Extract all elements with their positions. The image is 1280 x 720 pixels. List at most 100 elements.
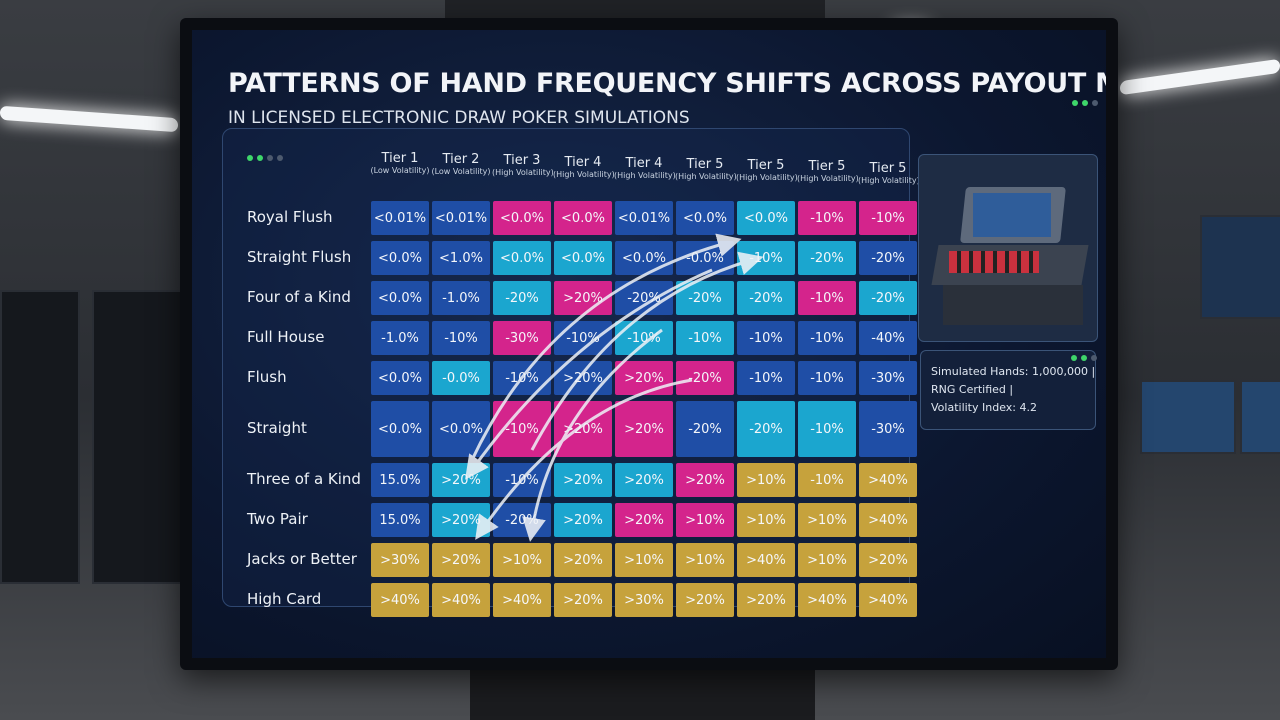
matrix-cell: >40%: [737, 543, 795, 577]
matrix-cell: -30%: [493, 321, 551, 355]
matrix-cell: >40%: [493, 583, 551, 617]
matrix-cell: >30%: [371, 543, 429, 577]
matrix-cell: 15.0%: [371, 503, 429, 537]
column-header: Tier 5 (High Volatility): [736, 158, 798, 183]
tier-note: (High Volatility): [797, 174, 859, 184]
tier-note: (High Volatility): [553, 169, 615, 179]
matrix-cell: >20%: [615, 361, 673, 395]
matrix-cell: <0.01%: [615, 201, 673, 235]
matrix-cell: >40%: [432, 583, 490, 617]
matrix-cell: -10%: [798, 201, 856, 235]
matrix-cell: -10%: [798, 401, 856, 457]
matrix-cell: >20%: [432, 543, 490, 577]
matrix-cell: <0.0%: [737, 201, 795, 235]
row-label: Two Pair: [247, 510, 308, 528]
row-label: Straight Flush: [247, 248, 352, 266]
tier-name: Tier 5: [808, 159, 846, 175]
column-header: Tier 1 (Low Volatility): [370, 151, 430, 175]
matrix-cell: <0.0%: [554, 241, 612, 275]
column-header: Tier 2 (Low Volatility): [431, 152, 491, 176]
matrix-cell: >40%: [859, 583, 917, 617]
matrix-cell: >40%: [371, 583, 429, 617]
matrix-cell: <0.0%: [615, 241, 673, 275]
matrix-cell: -10%: [676, 321, 734, 355]
matrix-cell: -20%: [493, 281, 551, 315]
matrix-cell: -10%: [737, 321, 795, 355]
tier-name: Tier 2: [442, 152, 480, 168]
matrix-cell: <0.0%: [371, 361, 429, 395]
tier-note: (High Volatility): [492, 168, 554, 178]
matrix-cell: 15.0%: [371, 463, 429, 497]
matrix-cell: -10%: [798, 321, 856, 355]
matrix-cell: >10%: [676, 503, 734, 537]
matrix-cell: <0.0%: [432, 401, 490, 457]
tier-name: Tier 1: [381, 151, 419, 166]
matrix-cell: >20%: [676, 463, 734, 497]
matrix-cell: >20%: [859, 543, 917, 577]
matrix-cell: -10%: [737, 361, 795, 395]
matrix-cell: >10%: [676, 543, 734, 577]
desk-monitor: [1240, 380, 1280, 454]
tier-name: Tier 5: [747, 158, 785, 174]
matrix-cell: <0.0%: [554, 201, 612, 235]
info-line: RNG Certified |: [931, 383, 1014, 396]
matrix-cell: <0.0%: [371, 281, 429, 315]
matrix-cell: >20%: [554, 401, 612, 457]
matrix-cell: <0.0%: [371, 401, 429, 457]
column-header: Tier 5 (High Volatility): [797, 159, 859, 184]
matrix-cell: <0.0%: [371, 241, 429, 275]
row-label: Four of a Kind: [247, 288, 351, 306]
matrix-cell: -1.0%: [432, 281, 490, 315]
matrix-cell: -0.0%: [432, 361, 490, 395]
matrix-cell: -10%: [798, 463, 856, 497]
arrow: [465, 268, 713, 480]
arrow: [475, 378, 693, 540]
matrix-cell: <0.0%: [493, 201, 551, 235]
matrix-cell: >20%: [737, 583, 795, 617]
tier-note: (Low Volatility): [370, 166, 430, 175]
matrix-cell: >30%: [615, 583, 673, 617]
column-header: Tier 4 (High Volatility): [614, 155, 676, 180]
machine-screen: [973, 193, 1051, 237]
title: PATTERNS OF HAND FREQUENCY SHIFTS ACROSS…: [228, 68, 1106, 99]
tier-name: Tier 5: [686, 157, 724, 172]
matrix-cell: >20%: [615, 401, 673, 457]
column-header: Tier 4 (High Volatility): [553, 154, 615, 179]
column-header: Tier 5 (High Volatility): [858, 161, 920, 185]
matrix-cell: -20%: [737, 401, 795, 457]
matrix-cell: <0.0%: [676, 201, 734, 235]
matrix-cell: -30%: [859, 361, 917, 395]
tier-name: Tier 4: [564, 154, 602, 170]
matrix-cell: <1.0%: [432, 241, 490, 275]
matrix-cell: -10%: [432, 321, 490, 355]
matrix-cell: <0.0%: [493, 241, 551, 275]
monitor: PATTERNS OF HAND FREQUENCY SHIFTS ACROSS…: [180, 18, 1118, 670]
matrix-cell: >10%: [615, 543, 673, 577]
matrix-cell: >40%: [859, 463, 917, 497]
row-label: High Card: [247, 590, 322, 608]
matrix-panel: Tier 1 (Low Volatility) Tier 2 (Low Volatil…: [222, 128, 920, 617]
matrix-cell: >10%: [737, 463, 795, 497]
monitor-stand: [470, 660, 815, 720]
desk-monitor: [1140, 380, 1236, 454]
matrix-cell: -30%: [859, 401, 917, 457]
matrix-cell: >20%: [554, 583, 612, 617]
row-label: Full House: [247, 328, 325, 346]
matrix-cell: >20%: [615, 503, 673, 537]
tier-name: Tier 3: [503, 153, 541, 169]
matrix-cell: >20%: [554, 281, 612, 315]
matrix-cell: >20%: [676, 583, 734, 617]
server-rack: [92, 290, 182, 584]
tier-note: (High Volatility): [614, 170, 676, 180]
tier-name: Tier 4: [625, 155, 663, 171]
tier-note: (High Volatility): [736, 173, 798, 183]
matrix-cell: -20%: [859, 241, 917, 275]
matrix-cell: <0.01%: [432, 201, 490, 235]
wall-screen: [1200, 215, 1280, 319]
matrix-cell: -20%: [676, 361, 734, 395]
matrix-cell: >10%: [798, 503, 856, 537]
row-label: Straight: [247, 419, 307, 437]
matrix-cell: >20%: [554, 463, 612, 497]
matrix-cell: -10%: [798, 361, 856, 395]
pillar: [445, 0, 825, 20]
